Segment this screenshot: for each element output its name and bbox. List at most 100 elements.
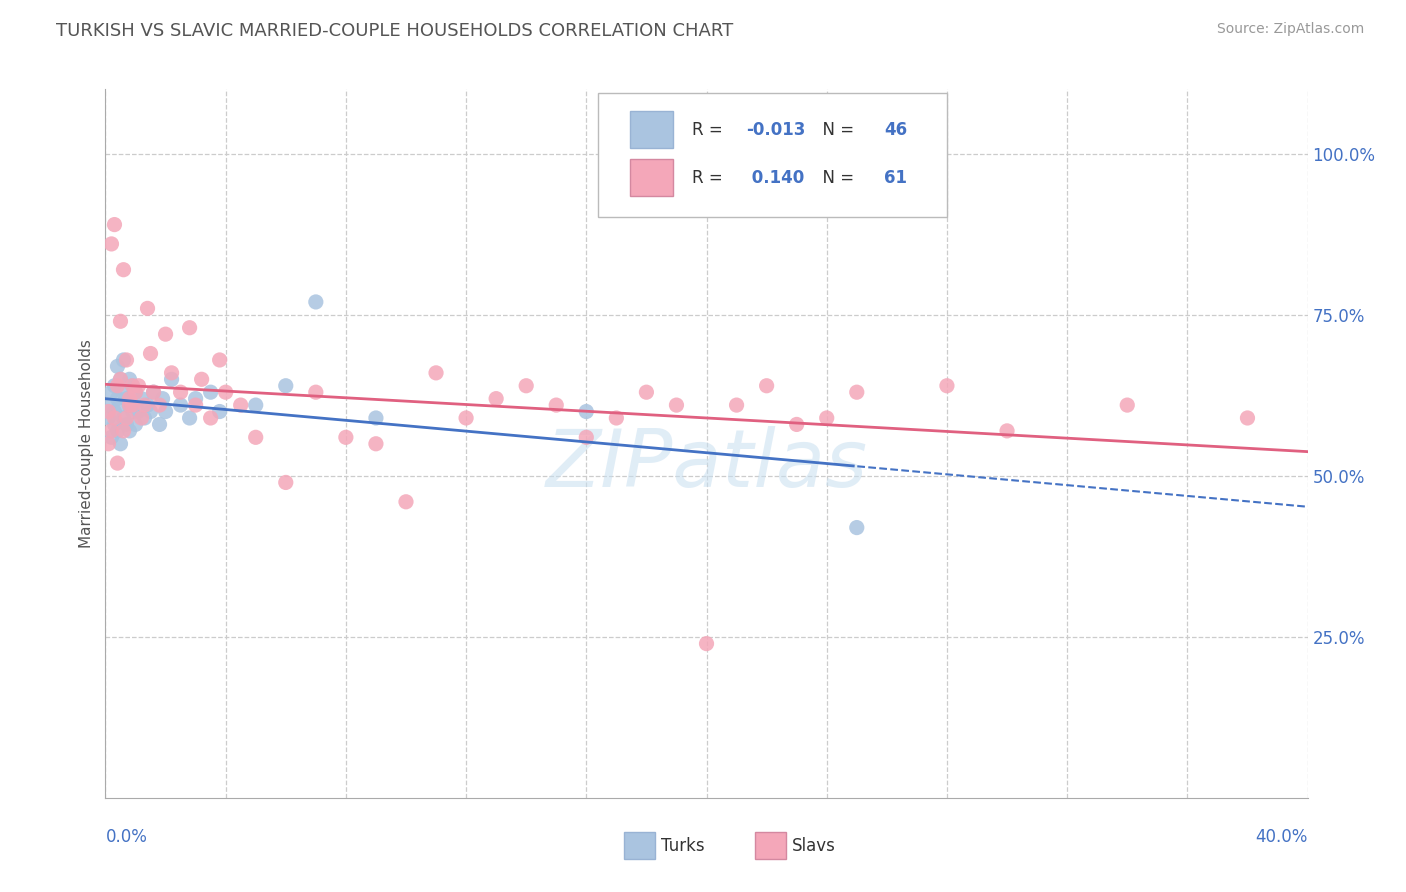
Point [131,411,153,425]
Point [1116,398,1139,412]
Text: Source: ZipAtlas.com: Source: ZipAtlas.com [1216,22,1364,37]
Point [107,359,129,374]
Point [142,385,165,400]
Point [208,404,231,418]
Point [485,392,508,406]
Point [575,430,598,444]
Point [134,411,156,425]
Point [696,637,718,651]
Point [395,495,418,509]
Point [112,424,135,438]
Point [131,392,153,406]
Point [115,353,138,368]
Point [97,411,120,425]
Point [364,436,387,450]
Point [97,436,120,450]
Point [148,398,170,412]
Text: TURKISH VS SLAVIC MARRIED-COUPLE HOUSEHOLDS CORRELATION CHART: TURKISH VS SLAVIC MARRIED-COUPLE HOUSEHO… [56,22,734,40]
Point [364,411,387,425]
Point [155,404,177,418]
Point [179,411,201,425]
Text: 40.0%: 40.0% [1256,828,1308,846]
FancyBboxPatch shape [630,112,673,148]
Point [725,398,748,412]
Point [115,392,138,406]
Text: 46: 46 [884,120,907,138]
Point [636,385,658,400]
Point [208,353,231,368]
Point [169,398,191,412]
Point [100,424,122,438]
Point [110,372,132,386]
Point [112,262,135,277]
Point [229,398,252,412]
Point [169,385,191,400]
Point [139,346,162,360]
Point [103,411,125,425]
Point [107,424,129,438]
Point [121,404,143,418]
Point [335,430,357,444]
Text: Turks: Turks [661,837,704,855]
Point [755,378,778,392]
Point [112,353,135,368]
Point [136,398,159,412]
Point [115,417,138,432]
Point [121,398,143,412]
Text: 61: 61 [884,169,907,186]
Point [815,411,838,425]
Point [103,417,125,432]
Point [103,218,125,232]
Point [845,385,868,400]
Point [274,475,297,490]
Point [110,398,132,412]
Text: N =: N = [813,120,859,138]
Point [124,417,146,432]
Point [110,372,132,386]
Point [1236,411,1258,425]
Point [142,385,165,400]
Point [100,236,122,251]
Point [425,366,447,380]
FancyBboxPatch shape [630,160,673,196]
Point [148,417,170,432]
Point [139,404,162,418]
Point [128,404,150,418]
Point [155,327,177,342]
Point [845,520,868,534]
Text: 0.140: 0.140 [747,169,804,186]
Text: R =: R = [692,120,728,138]
Point [305,385,328,400]
Point [575,404,598,418]
Point [546,398,568,412]
Point [515,378,537,392]
Point [110,436,132,450]
Point [107,456,129,470]
Point [179,320,201,334]
Point [118,424,141,438]
Point [936,378,959,392]
Point [160,366,183,380]
Point [214,385,236,400]
Point [100,385,122,400]
Text: -0.013: -0.013 [747,120,806,138]
Point [245,398,267,412]
Point [112,385,135,400]
Point [124,385,146,400]
Point [107,378,129,392]
Point [245,430,267,444]
Point [454,411,477,425]
Point [200,385,222,400]
FancyBboxPatch shape [599,93,948,217]
Point [274,378,297,392]
Text: N =: N = [813,169,859,186]
Point [103,404,125,418]
Point [110,314,132,328]
Point [121,378,143,392]
Point [118,372,141,386]
Point [124,385,146,400]
Point [128,378,150,392]
Text: ZIPatlas: ZIPatlas [546,426,868,504]
Point [118,398,141,412]
Point [786,417,808,432]
